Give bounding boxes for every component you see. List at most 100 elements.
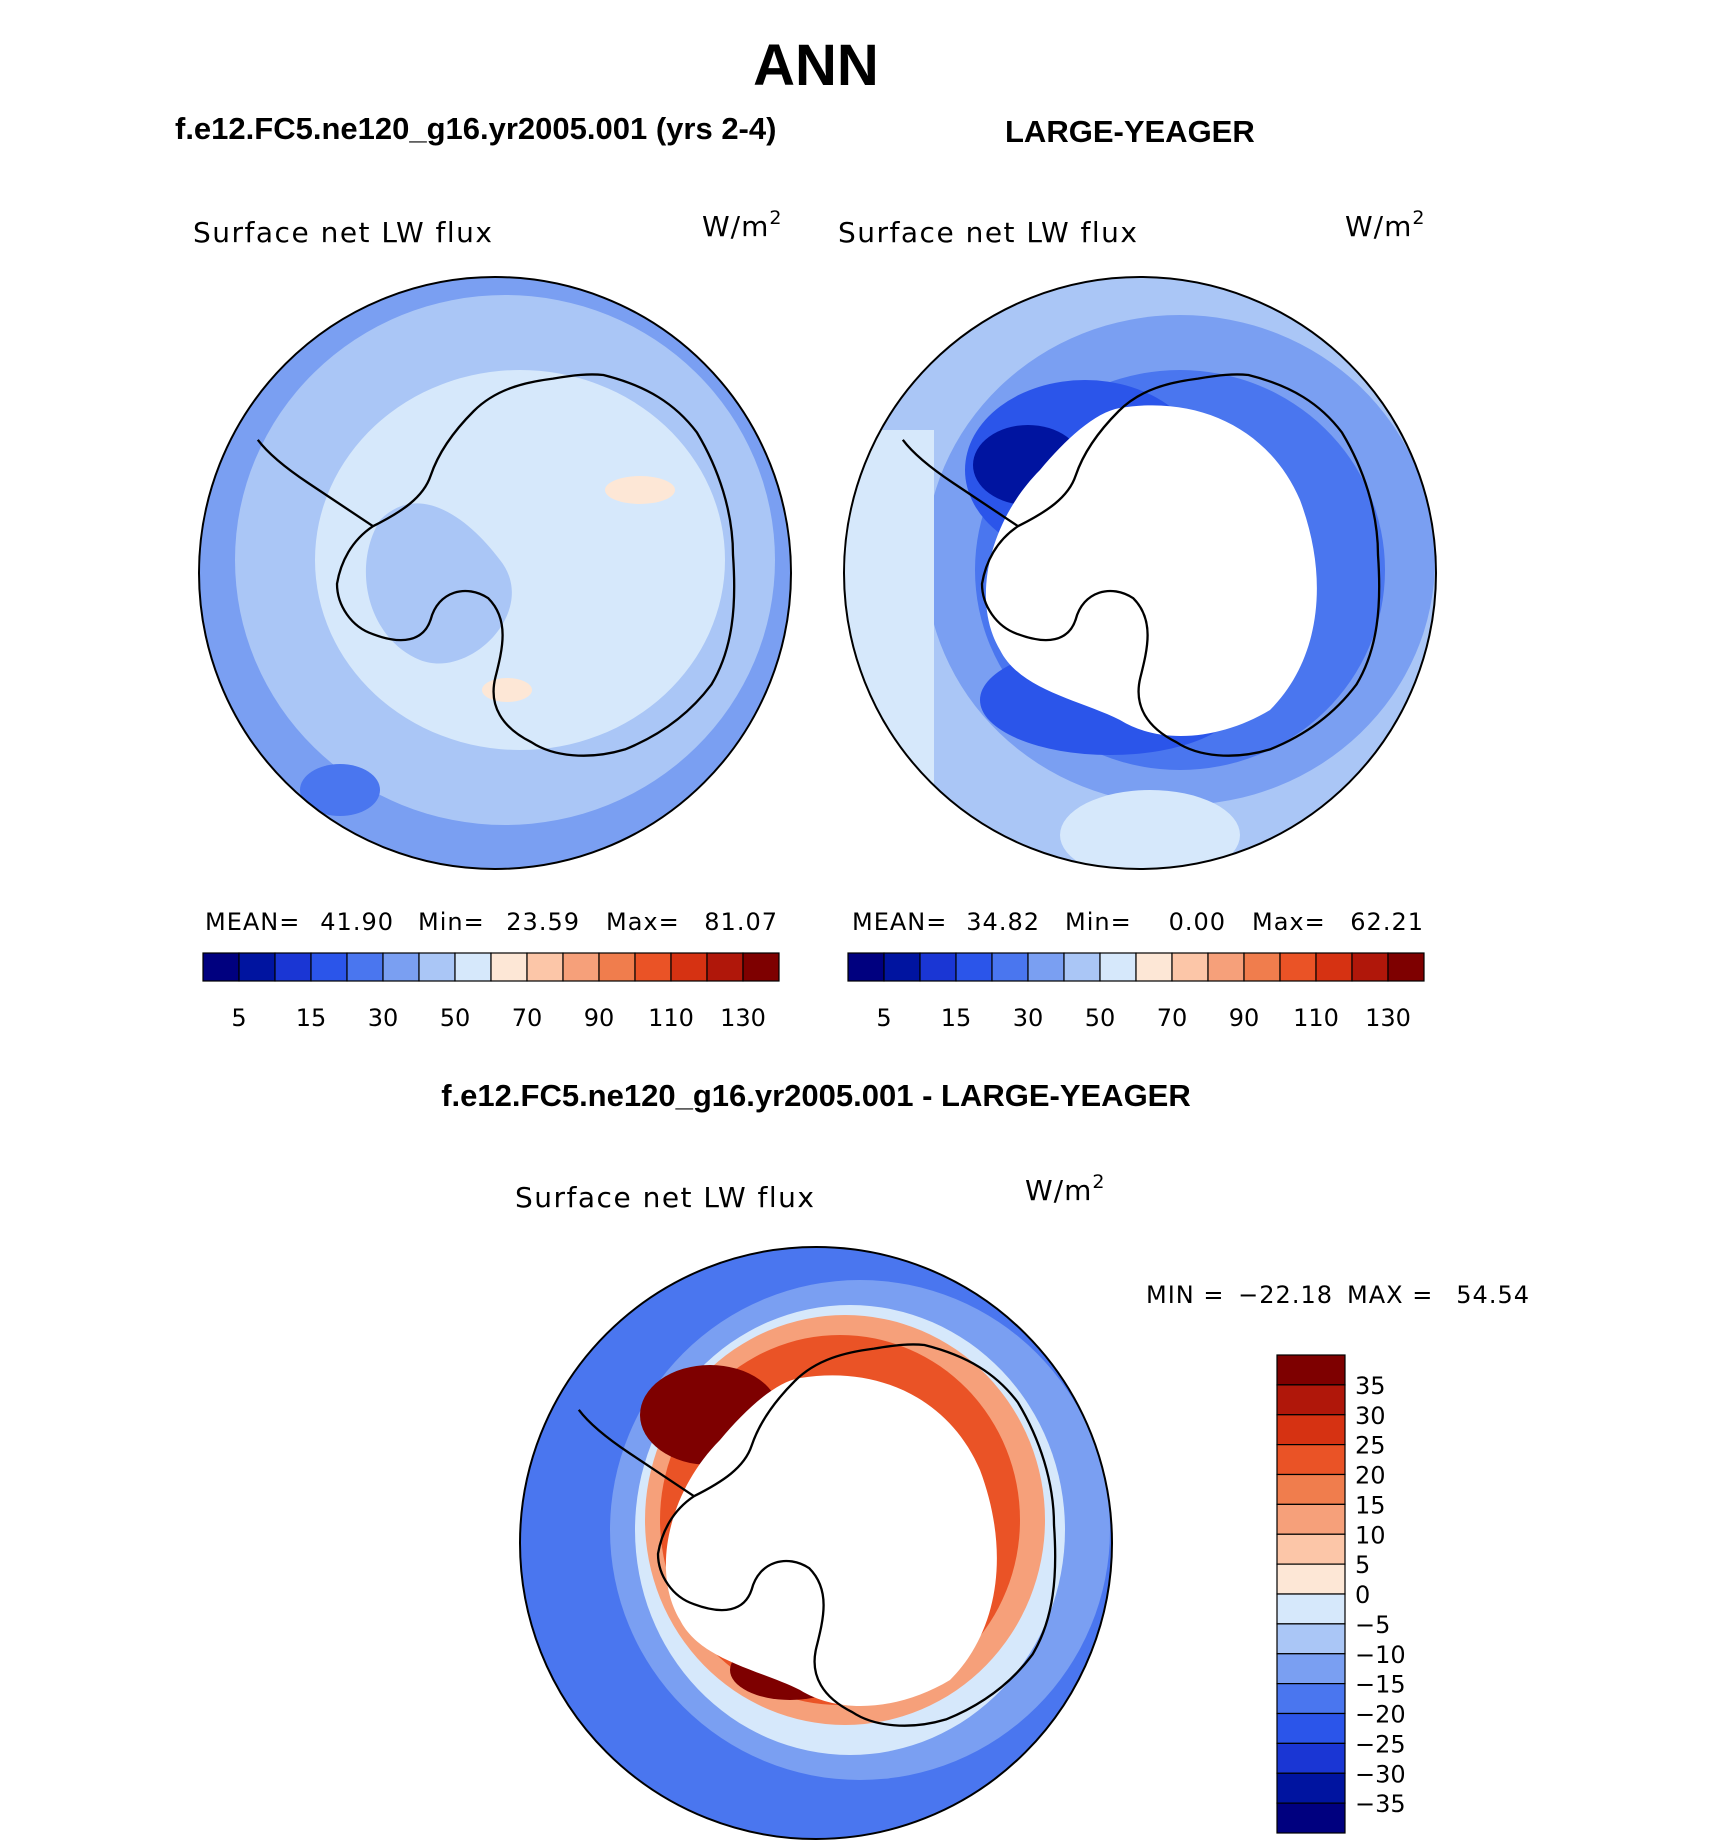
model-colorbar-tick-label: 50 (440, 1004, 471, 1032)
model-panel: Surface net LW flux W/m2 MEAN= 41.90 Min… (193, 207, 792, 1032)
model-colorbar-swatch (634, 952, 672, 982)
obs-colorbar-swatch (919, 952, 957, 982)
diff-colorbar-tick-label: 20 (1355, 1462, 1386, 1490)
model-colorbar: 5 15 30 50 70 90 110 130 (202, 952, 780, 1032)
diff-units-label: W/m2 (1025, 1171, 1106, 1207)
diff-colorbar-tick-label: −15 (1355, 1671, 1406, 1699)
diff-colorbar-swatch (1276, 1414, 1346, 1446)
diff-colorbar-swatch (1276, 1623, 1346, 1655)
model-colorbar-swatch (202, 952, 240, 982)
diff-colorbar-swatch (1276, 1444, 1346, 1476)
svg-text:Min=: Min= (1065, 908, 1132, 936)
obs-stats: MEAN= 34.82 Min= 0.00 Max= 62.21 (852, 908, 1424, 936)
model-colorbar-tick-label: 90 (584, 1004, 615, 1032)
svg-text:MEAN=: MEAN= (205, 908, 300, 936)
obs-colorbar-swatch (1171, 952, 1209, 982)
obs-colorbar-tick-label: 15 (941, 1004, 972, 1032)
diff-colorbar-tick-label: −5 (1355, 1611, 1390, 1639)
obs-colorbar-tick-label: 110 (1293, 1004, 1339, 1032)
diff-colorbar-swatch (1276, 1772, 1346, 1804)
diff-colorbar-swatch (1276, 1742, 1346, 1774)
diff-colorbar-swatch (1276, 1503, 1346, 1535)
svg-text:MAX =: MAX = (1347, 1281, 1433, 1309)
model-variable-label: Surface net LW flux (193, 216, 494, 249)
svg-text:Max=: Max= (606, 908, 680, 936)
left-case-title: f.e12.FC5.ne120_g16.yr2005.001 (yrs 2-4) (175, 111, 776, 146)
obs-map-border (843, 276, 1437, 870)
model-colorbar-swatch (742, 952, 780, 982)
diff-colorbar-tick-label: 0 (1355, 1581, 1370, 1609)
model-map-field (199, 277, 791, 869)
obs-colorbar-tick-label: 130 (1365, 1004, 1411, 1032)
obs-colorbar-swatch (991, 952, 1029, 982)
svg-text:54.54: 54.54 (1456, 1281, 1530, 1309)
diff-colorbar-tick-label: −25 (1355, 1730, 1406, 1758)
diff-colorbar-tick-label: 25 (1355, 1432, 1386, 1460)
diff-colorbar-tick-label: 15 (1355, 1491, 1386, 1519)
obs-colorbar-swatch (1099, 952, 1137, 982)
diff-variable-label: Surface net LW flux (515, 1181, 816, 1214)
model-colorbar-swatch (706, 952, 744, 982)
model-colorbar-swatch (382, 952, 420, 982)
diff-colorbar-swatch (1276, 1683, 1346, 1715)
obs-colorbar-tick-label: 50 (1085, 1004, 1116, 1032)
obs-colorbar-tick-label: 90 (1229, 1004, 1260, 1032)
diff-colorbar-tick-label: −20 (1355, 1701, 1406, 1729)
diff-colorbar-tick-label: −30 (1355, 1760, 1406, 1788)
diff-colorbar-swatch (1276, 1712, 1346, 1744)
diff-case-title: f.e12.FC5.ne120_g16.yr2005.001 - LARGE-Y… (441, 1078, 1191, 1113)
obs-colorbar-swatch (1135, 952, 1173, 982)
diff-colorbar-tick-label: −10 (1355, 1641, 1406, 1669)
diff-colorbar-tick-label: 30 (1355, 1402, 1386, 1430)
svg-text:23.59: 23.59 (506, 908, 580, 936)
diff-colorbar-swatch (1276, 1653, 1346, 1685)
diff-map-field (520, 1247, 1112, 1839)
svg-text:62.21: 62.21 (1350, 908, 1424, 936)
obs-colorbar-tick-label: 5 (876, 1004, 891, 1032)
obs-colorbar-tick-label: 30 (1013, 1004, 1044, 1032)
svg-text:41.90: 41.90 (320, 908, 394, 936)
obs-colorbar-swatch (1279, 952, 1317, 982)
obs-colorbar-swatch (955, 952, 993, 982)
obs-colorbar-swatch (883, 952, 921, 982)
diff-colorbar-swatch (1276, 1533, 1346, 1565)
obs-variable-label: Surface net LW flux (838, 216, 1139, 249)
model-colorbar-swatch (418, 952, 456, 982)
svg-text:81.07: 81.07 (704, 908, 778, 936)
model-colorbar-swatch (526, 952, 564, 982)
diff-panel: Surface net LW flux W/m2 MIN = −22.18 MA… (515, 1171, 1530, 1840)
diff-colorbar-tick-label: 5 (1355, 1551, 1370, 1579)
model-colorbar-swatch (238, 952, 276, 982)
model-colorbar-tick-label: 130 (720, 1004, 766, 1032)
page-title: ANN (753, 33, 879, 98)
svg-text:MEAN=: MEAN= (852, 908, 947, 936)
diff-colorbar-swatch (1276, 1802, 1346, 1834)
model-colorbar-swatch (562, 952, 600, 982)
obs-units-label: W/m2 (1345, 207, 1426, 243)
obs-panel: Surface net LW flux W/m2 MEAN= 34.82 Min… (838, 207, 1437, 1032)
model-colorbar-swatch (490, 952, 528, 982)
model-colorbar-tick-label: 110 (648, 1004, 694, 1032)
svg-text:MIN =: MIN = (1146, 1281, 1224, 1309)
diff-map-border (519, 1246, 1113, 1840)
model-colorbar-swatch (454, 952, 492, 982)
svg-text:Min=: Min= (418, 908, 485, 936)
obs-colorbar: 5 15 30 50 70 90 110 130 (847, 952, 1425, 1032)
model-colorbar-tick-label: 30 (368, 1004, 399, 1032)
right-case-title: LARGE-YEAGER (1005, 114, 1255, 149)
diff-colorbar-swatch (1276, 1354, 1346, 1386)
model-stats: MEAN= 41.90 Min= 23.59 Max= 81.07 (205, 908, 778, 936)
svg-text:−22.18: −22.18 (1238, 1281, 1333, 1309)
obs-colorbar-swatch (1315, 952, 1353, 982)
svg-text:0.00: 0.00 (1169, 908, 1226, 936)
diff-colorbar-tick-label: 10 (1355, 1521, 1386, 1549)
diff-colorbar-swatch (1276, 1384, 1346, 1416)
model-colorbar-tick-label: 5 (231, 1004, 246, 1032)
diff-colorbar-tick-label: −35 (1355, 1790, 1406, 1818)
model-colorbar-tick-label: 70 (512, 1004, 543, 1032)
obs-colorbar-swatch (1351, 952, 1389, 982)
diff-colorbar-swatch (1276, 1563, 1346, 1595)
diff-colorbar-swatch (1276, 1593, 1346, 1625)
